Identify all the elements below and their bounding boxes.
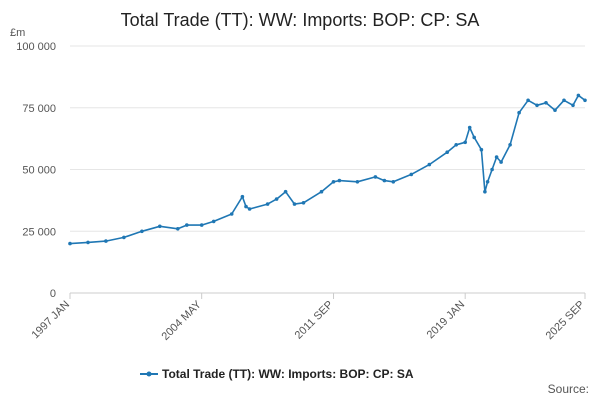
data-point[interactable] [427, 162, 432, 167]
data-point[interactable] [301, 201, 306, 205]
series-layer [68, 93, 587, 246]
legend[interactable]: Total Trade (TT): WW: Imports: BOP: CP: … [140, 367, 414, 381]
data-point[interactable] [185, 223, 189, 227]
data-point[interactable] [454, 143, 459, 147]
x-tick-label: 2004 MAY [160, 298, 205, 343]
y-tick-label: 100 000 [16, 41, 56, 53]
data-point[interactable] [562, 98, 566, 103]
data-point[interactable] [355, 180, 360, 184]
gridlines [70, 45, 585, 232]
legend-label: Total Trade (TT): WW: Imports: BOP: CP: … [162, 367, 414, 381]
legend-point-marker [146, 371, 152, 377]
data-point[interactable] [467, 125, 472, 130]
data-point[interactable] [331, 180, 336, 184]
data-point[interactable] [483, 189, 487, 194]
data-point[interactable] [274, 197, 279, 201]
data-point[interactable] [122, 235, 126, 240]
data-point[interactable] [409, 172, 414, 177]
y-tick-label: 25 000 [22, 226, 56, 238]
data-point[interactable] [508, 143, 512, 147]
data-point[interactable] [576, 93, 581, 98]
x-tick-label: 2019 JAN [425, 299, 468, 342]
data-point[interactable] [544, 101, 548, 105]
data-point[interactable] [479, 147, 484, 152]
data-point[interactable] [553, 108, 557, 112]
x-tick-label: 2025 SEP [544, 299, 588, 343]
data-point[interactable] [319, 189, 324, 194]
data-point[interactable] [86, 240, 90, 245]
data-point[interactable] [229, 212, 234, 216]
data-point[interactable] [391, 180, 396, 184]
data-point[interactable] [526, 98, 530, 103]
y-tick-label: 0 [50, 288, 56, 300]
y-axis-unit-label: £m [10, 27, 25, 39]
data-point[interactable] [265, 202, 270, 206]
source-label: Source: [548, 382, 589, 396]
data-point[interactable] [382, 178, 387, 183]
data-point[interactable] [494, 155, 499, 159]
data-point[interactable] [571, 103, 575, 108]
data-point[interactable] [140, 229, 144, 234]
data-point[interactable] [535, 103, 539, 108]
data-point[interactable] [337, 178, 342, 183]
data-point[interactable] [199, 223, 204, 227]
data-point[interactable] [244, 204, 248, 209]
data-point[interactable] [485, 180, 490, 184]
data-point[interactable] [211, 219, 216, 224]
data-point[interactable] [373, 175, 378, 179]
data-point[interactable] [463, 140, 468, 145]
data-point[interactable] [445, 150, 450, 154]
data-point[interactable] [68, 241, 72, 246]
data-point[interactable] [517, 110, 521, 115]
data-point[interactable] [283, 189, 288, 194]
x-axis-ticks: 1997 JAN 2004 MAY 2011 SEP 2019 JAN 2025 SEP [29, 293, 587, 343]
data-point[interactable] [104, 239, 108, 243]
data-point[interactable] [490, 167, 494, 172]
data-point[interactable] [240, 194, 245, 199]
x-tick-label: 1997 JAN [29, 299, 72, 342]
data-point[interactable] [158, 224, 162, 229]
data-point[interactable] [247, 207, 252, 211]
data-point[interactable] [176, 227, 180, 231]
x-tick-label: 2011 SEP [293, 299, 336, 342]
data-point[interactable] [583, 98, 587, 103]
data-point[interactable] [499, 160, 503, 164]
chart-title: Total Trade (TT): WW: Imports: BOP: CP: … [121, 10, 480, 30]
y-axis-ticks: 0 25 000 50 000 75 000 100 000 [16, 41, 56, 300]
y-tick-label: 50 000 [22, 165, 56, 177]
y-tick-label: 75 000 [22, 103, 56, 115]
data-point[interactable] [292, 202, 297, 206]
data-point[interactable] [472, 135, 477, 140]
